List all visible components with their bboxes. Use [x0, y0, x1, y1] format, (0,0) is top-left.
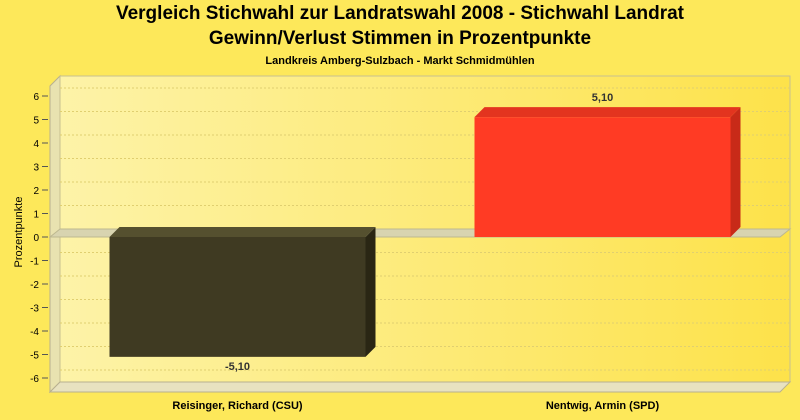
y-tick-label: -5: [30, 351, 39, 362]
y-tick-label: 2: [33, 186, 39, 197]
y-tick-label: 4: [33, 139, 39, 150]
y-axis-label: Prozentpunkte: [13, 197, 25, 268]
chart-title-line2: Gewinn/Verlust Stimmen in Prozentpunkte: [208, 28, 592, 49]
y-axis-ticks: 6 5 4 3 2 1 0 -1 -2 -3 -4 -5 -6: [30, 92, 48, 385]
x-tick-label: Nentwig, Armin (SPD): [546, 400, 660, 412]
y-tick-label: -4: [30, 327, 39, 338]
data-label: 5,10: [592, 92, 613, 104]
y-tick-label: 1: [33, 210, 39, 221]
bar-top: [474, 107, 741, 118]
bar-side: [730, 107, 741, 238]
y-tick-label: -3: [30, 304, 39, 315]
bar-1: [474, 117, 731, 237]
bar-0: [109, 237, 366, 357]
data-label: -5,10: [225, 361, 250, 373]
bar-top: [109, 227, 376, 237]
chart-title: Vergleich Stichwahl zur Landratswahl 200…: [115, 3, 685, 24]
y-tick-label: 3: [33, 163, 39, 174]
chart-subtitle: Landkreis Amberg-Sulzbach - Markt Schmid…: [265, 55, 535, 67]
y-tick-label: -1: [30, 257, 39, 268]
y-tick-label: 0: [33, 233, 39, 244]
y-tick-label: 5: [33, 116, 39, 127]
y-tick-label: 6: [33, 92, 39, 103]
y-tick-label: -6: [30, 374, 39, 385]
bars: -5,10 5,10: [109, 92, 741, 373]
x-axis-labels: Reisinger, Richard (CSU) Nentwig, Armin (…: [172, 400, 659, 412]
x-tick-label: Reisinger, Richard (CSU): [172, 400, 303, 412]
plot-floor: [48, 381, 792, 393]
y-tick-label: -2: [30, 280, 39, 291]
bar-side: [365, 227, 376, 357]
